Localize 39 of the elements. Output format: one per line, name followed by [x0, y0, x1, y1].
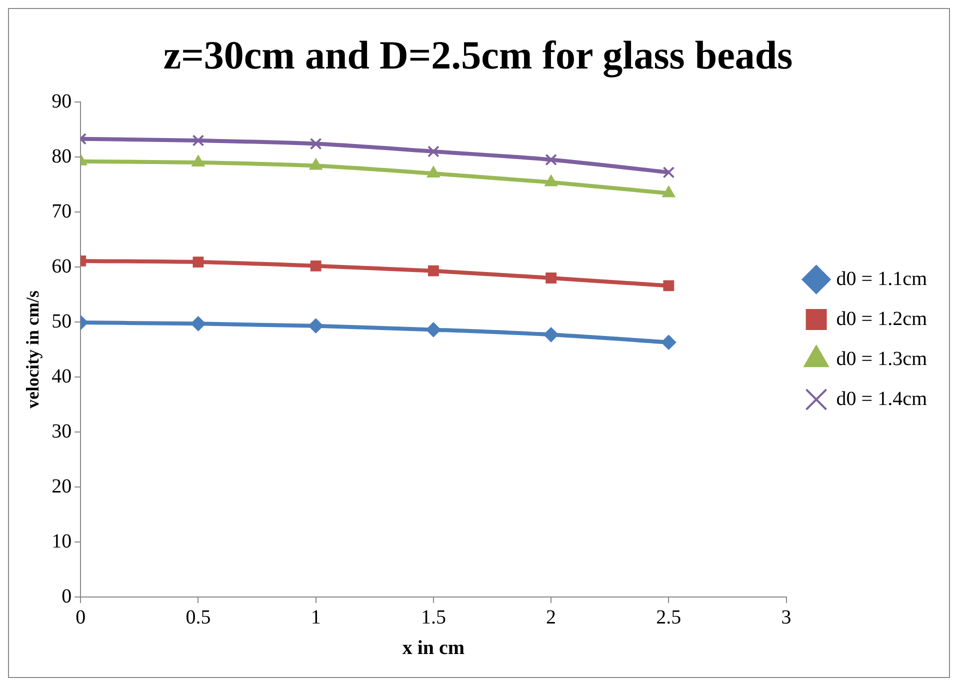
- legend-label: d0 = 1.2cm: [836, 308, 928, 330]
- x-tick-label: 0: [76, 606, 86, 628]
- x-tick-label: 1.5: [420, 606, 446, 628]
- x-tick-label: 2.5: [656, 606, 682, 628]
- point: [428, 265, 439, 276]
- y-tick-label: 50: [52, 310, 72, 332]
- x-tick-label: 0.5: [186, 606, 211, 628]
- y-tick-label: 70: [52, 200, 72, 222]
- legend-label: d0 = 1.1cm: [836, 268, 928, 290]
- point: [192, 256, 204, 268]
- point: [662, 166, 675, 178]
- legend-label: d0 = 1.4cm: [836, 388, 928, 410]
- point: [190, 316, 206, 332]
- y-tick-label: 10: [52, 530, 72, 552]
- chart-title: z=30cm and D=2.5cm for glass beads: [163, 32, 793, 78]
- x-axis-title: x in cm: [402, 637, 465, 660]
- y-tick-label: 30: [52, 420, 72, 442]
- point: [546, 272, 557, 284]
- point: [427, 146, 440, 158]
- y-axis-title: velocity in cm/s: [22, 290, 42, 408]
- point: [545, 154, 558, 166]
- point: [310, 138, 322, 150]
- point: [663, 280, 674, 292]
- point: [426, 322, 441, 338]
- legend-label: d0 = 1.3cm: [836, 348, 928, 370]
- point: [308, 318, 324, 334]
- point: [192, 134, 204, 146]
- point: [544, 327, 559, 342]
- point: [661, 334, 676, 350]
- y-tick-label: 90: [52, 90, 72, 112]
- x-tick-label: 3: [781, 606, 792, 628]
- x-tick-label: 2: [546, 606, 556, 628]
- y-tick-label: 60: [52, 255, 72, 278]
- y-tick-label: 0: [62, 585, 72, 608]
- y-tick-label: 80: [52, 145, 72, 168]
- point: [310, 260, 322, 272]
- x-tick-label: 1: [310, 606, 321, 628]
- y-tick-label: 40: [52, 365, 72, 388]
- y-tick-label: 20: [52, 475, 72, 498]
